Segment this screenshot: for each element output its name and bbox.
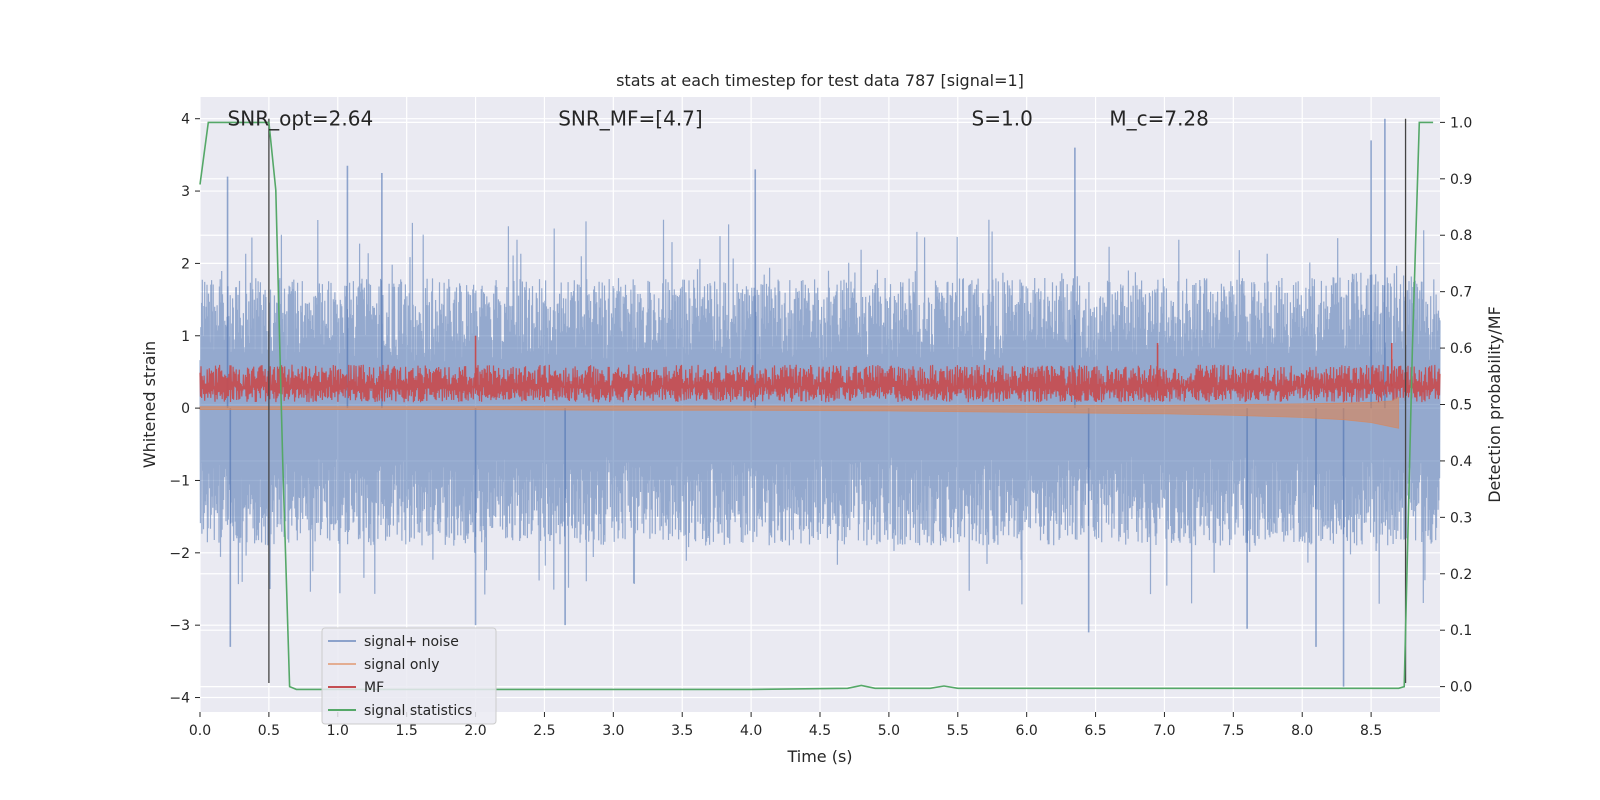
x-tick-label: 8.5 [1360,723,1382,739]
legend-label-3: signal statistics [364,703,472,719]
x-tick-label: 8.0 [1291,723,1313,739]
y-tick-label: −2 [169,546,190,562]
y-tick-label: −1 [169,473,190,489]
x-tick-label: 5.5 [947,723,969,739]
series-signal-statistics-line [199,121,1434,691]
x-tick-label: 7.5 [1222,723,1244,739]
chart-title: stats at each timestep for test data 787… [616,71,1024,90]
x-tick-label: 4.5 [809,723,831,739]
x-tick-label: 0.5 [258,723,280,739]
series-signal-only-band [199,396,1400,429]
x-tick-label: 2.0 [464,723,486,739]
y2-tick-label: 0.6 [1450,341,1472,357]
y2-tick-label: 1.0 [1450,115,1472,131]
legend-label-1: signal only [364,657,439,673]
legend: signal+ noise signal only MF signal statist… [321,627,497,725]
y2-tick-label: 0.1 [1450,623,1472,639]
y2-tick-label: 0.5 [1450,398,1472,414]
annotation-0: SNR_opt=2.64 [228,107,374,131]
y-axis-right: 1.0 0.9 0.8 0.7 0.6 0.5 0.4 0.3 0.2 0.1 0.0 [1440,115,1472,696]
x-tick-label: 7.0 [1153,723,1175,739]
legend-box [321,627,497,725]
legend-label-2: MF [364,680,384,696]
y2-tick-label: 0.2 [1450,567,1472,583]
annotation-3: M_c=7.28 [1109,107,1209,131]
x-tick-label: 1.5 [396,723,418,739]
y2-tick-label: 0.8 [1450,228,1472,244]
data-marks [199,118,1441,691]
y2-axis-label: Detection probability/MF [1485,306,1504,503]
x-tick-label: 3.0 [602,723,624,739]
annotations: SNR_opt=2.64 SNR_MF=[4.7] S=1.0 M_c=7.28 [228,107,1209,131]
x-tick-label: 0.0 [189,723,211,739]
y-axis-left: 4 3 2 1 0 −1 −2 −3 −4 [169,112,200,707]
y-axis-label: Whitened strain [140,341,159,468]
y2-tick-label: 0.9 [1450,172,1472,188]
y2-tick-label: 0.0 [1450,680,1472,696]
y2-tick-label: 0.7 [1450,285,1472,301]
x-tick-label: 6.0 [1016,723,1038,739]
y-tick-label: 4 [181,112,190,128]
y2-tick-label: 0.4 [1450,454,1472,470]
y2-tick-label: 0.3 [1450,510,1472,526]
y-tick-label: 0 [181,401,190,417]
x-axis-label: Time (s) [786,747,852,766]
series-mf-line [199,364,1441,403]
y-tick-label: 1 [181,329,190,345]
y-tick-label: −3 [169,618,190,634]
y-tick-label: −4 [169,691,190,707]
x-tick-label: 4.0 [740,723,762,739]
x-tick-label: 6.5 [1084,723,1106,739]
legend-label-0: signal+ noise [364,634,459,650]
y-tick-label: 2 [181,256,190,272]
x-tick-label: 5.0 [878,723,900,739]
series-signal-noise-line [199,219,1441,605]
x-tick-label: 2.5 [533,723,555,739]
x-axis: 0.0 0.5 1.0 1.5 2.0 2.5 3.0 3.5 4.0 4.5 5.0 5.5 6.0 6… [189,712,1382,739]
annotation-2: S=1.0 [972,107,1033,131]
y-tick-label: 3 [181,184,190,200]
annotation-1: SNR_MF=[4.7] [558,107,702,131]
x-tick-label: 1.0 [327,723,349,739]
x-tick-label: 3.5 [671,723,693,739]
